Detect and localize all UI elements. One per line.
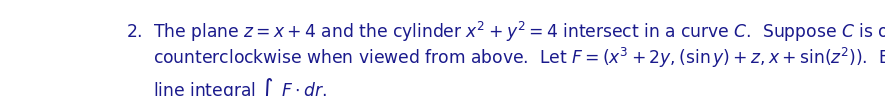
Text: line integral $\int_C F \cdot dr$.: line integral $\int_C F \cdot dr$. — [153, 76, 327, 96]
Text: counterclockwise when viewed from above.  Let $F = (x^3 + 2y, (\sin y) + z, x + : counterclockwise when viewed from above.… — [153, 46, 885, 70]
Text: 2.  The plane $z = x + 4$ and the cylinder $x^2 + y^2 = 4$ intersect in a curve : 2. The plane $z = x + 4$ and the cylinde… — [126, 20, 885, 44]
